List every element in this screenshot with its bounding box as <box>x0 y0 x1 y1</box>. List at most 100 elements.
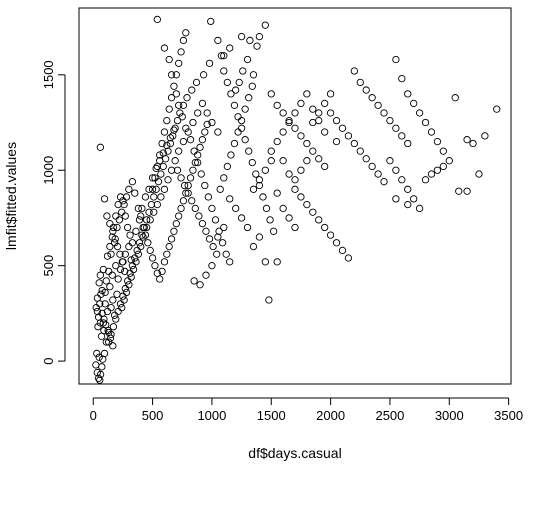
point-359 <box>332 137 341 146</box>
point-205 <box>493 105 501 113</box>
point-231 <box>159 162 167 171</box>
point-189 <box>445 157 453 165</box>
point-108 <box>204 193 213 201</box>
point-29 <box>106 283 114 291</box>
point-312 <box>167 166 176 174</box>
point-369 <box>321 128 329 136</box>
point-234 <box>152 185 160 193</box>
point-378 <box>255 233 264 241</box>
point-306 <box>194 109 202 117</box>
point-286 <box>195 212 203 220</box>
point-43 <box>115 216 124 224</box>
point-271 <box>141 193 150 201</box>
point-362 <box>279 128 287 136</box>
point-223 <box>179 101 188 109</box>
point-93 <box>179 36 188 45</box>
point-197 <box>427 170 436 178</box>
point-227 <box>169 132 177 140</box>
point-351 <box>285 170 293 178</box>
point-26 <box>96 271 105 279</box>
point-254 <box>105 338 113 346</box>
point-92 <box>177 48 185 56</box>
point-194 <box>410 195 418 203</box>
point-349 <box>109 342 117 350</box>
point-360 <box>267 147 275 155</box>
point-267 <box>128 239 137 247</box>
point-300 <box>245 94 253 102</box>
point-281 <box>177 174 185 182</box>
x-tick-label-2: 1000 <box>197 408 226 423</box>
point-272 <box>145 185 153 193</box>
point-173 <box>368 94 376 102</box>
point-335 <box>111 235 119 243</box>
point-46 <box>122 193 131 201</box>
point-157 <box>368 162 376 171</box>
point-212 <box>261 258 269 266</box>
point-68 <box>177 204 185 213</box>
point-131 <box>266 216 274 224</box>
point-156 <box>362 155 370 163</box>
point-114 <box>226 258 234 266</box>
point-317 <box>150 208 158 216</box>
point-303 <box>208 118 216 127</box>
point-96 <box>160 44 169 52</box>
point-158 <box>374 170 382 178</box>
point-101 <box>178 113 186 121</box>
point-344 <box>94 313 103 321</box>
point-128 <box>255 181 264 190</box>
point-168 <box>338 246 347 255</box>
point-225 <box>173 116 182 125</box>
point-382 <box>232 204 240 213</box>
point-106 <box>197 170 205 178</box>
point-372 <box>261 166 269 174</box>
point-315 <box>157 193 165 201</box>
point-196 <box>421 176 430 184</box>
point-127 <box>252 170 260 178</box>
point-246 <box>124 277 132 285</box>
point-6 <box>93 349 101 358</box>
point-35 <box>121 250 129 258</box>
point-73 <box>189 166 197 174</box>
point-138 <box>235 78 243 87</box>
point-70 <box>182 189 190 197</box>
point-89 <box>170 82 178 90</box>
point-280 <box>173 166 182 174</box>
point-33 <box>116 265 125 274</box>
point-331 <box>100 195 109 203</box>
point-130 <box>262 204 271 213</box>
point-334 <box>109 227 117 235</box>
point-268 <box>132 227 140 235</box>
point-232 <box>157 170 165 178</box>
point-107 <box>201 181 209 190</box>
point-169 <box>344 254 353 262</box>
point-311 <box>171 157 179 165</box>
point-209 <box>404 200 412 209</box>
point-105 <box>194 158 202 167</box>
point-119 <box>223 78 232 87</box>
point-143 <box>285 116 293 125</box>
point-333 <box>106 220 114 228</box>
point-117 <box>217 52 226 60</box>
point-135 <box>253 42 261 50</box>
x-tick-label-6: 3000 <box>435 408 464 423</box>
point-386 <box>208 262 216 270</box>
point-260 <box>112 212 120 220</box>
point-199 <box>439 162 448 171</box>
point-370 <box>249 185 258 193</box>
point-350 <box>279 157 287 165</box>
point-339 <box>121 267 129 276</box>
point-293 <box>220 174 228 182</box>
point-23 <box>101 300 109 308</box>
point-329 <box>118 304 126 312</box>
point-110 <box>211 216 220 224</box>
point-345 <box>93 307 102 316</box>
point-291 <box>213 250 221 258</box>
point-75 <box>194 151 202 159</box>
point-274 <box>152 164 160 172</box>
point-155 <box>356 147 364 155</box>
point-220 <box>192 78 201 87</box>
point-49 <box>131 189 139 197</box>
point-172 <box>362 86 370 94</box>
point-368 <box>315 116 323 125</box>
